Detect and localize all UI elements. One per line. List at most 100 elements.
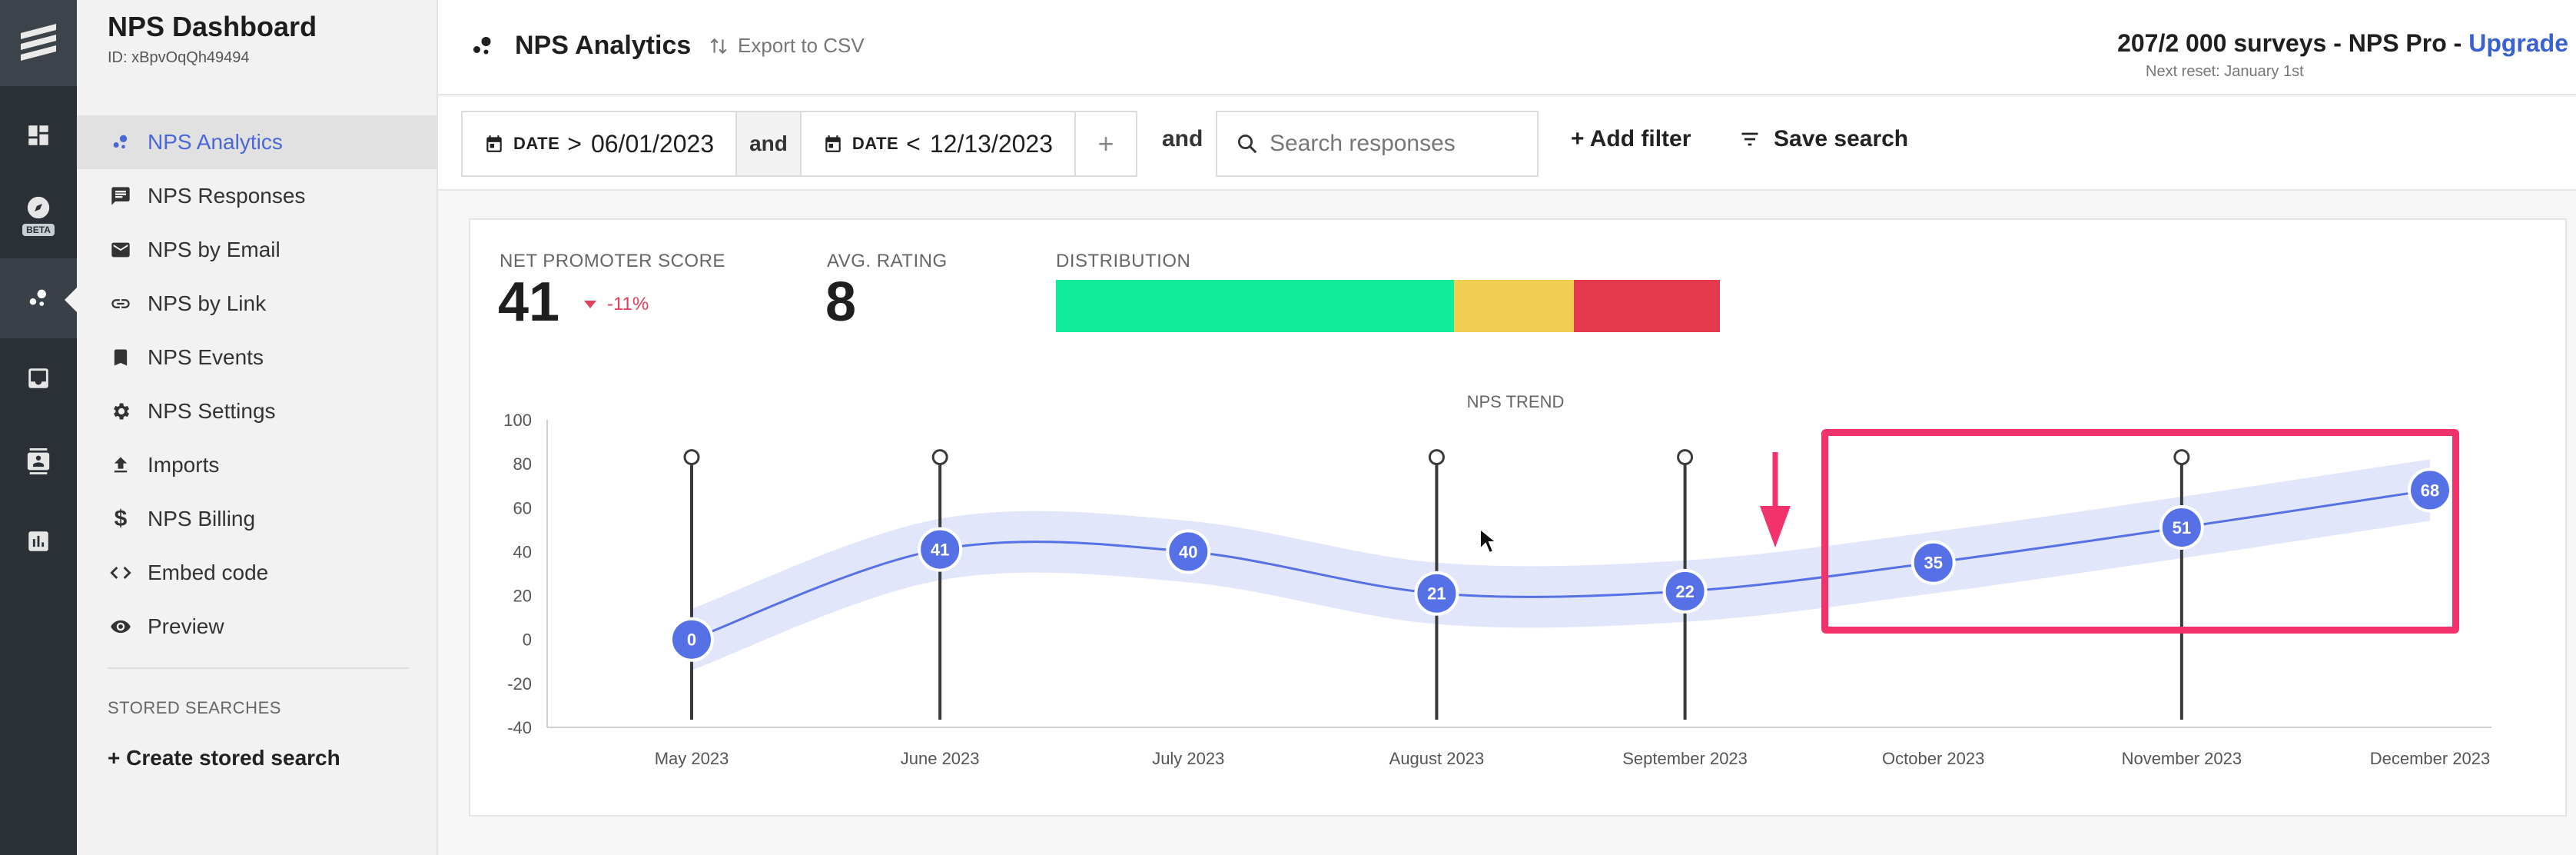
rail-contacts[interactable] xyxy=(0,421,77,501)
mouse-cursor-icon xyxy=(1479,527,1499,554)
down-triangle-icon xyxy=(584,301,596,308)
data-label: 0 xyxy=(687,630,696,650)
calendar-icon xyxy=(825,135,841,152)
page-header: NPS Analytics Export to CSV 207/2 000 su… xyxy=(438,0,2576,95)
usage-text: 207/2 000 surveys - NPS Pro - xyxy=(2117,29,2469,57)
sidebar-item-nps-settings[interactable]: NPS Settings xyxy=(77,384,437,438)
nps-dots-icon xyxy=(473,37,491,55)
sidebar-item-nps-analytics[interactable]: NPS Analytics xyxy=(77,115,437,169)
save-search-button[interactable]: Save search xyxy=(1737,126,1908,152)
date-label: DATE xyxy=(851,134,899,153)
confidence-band xyxy=(692,459,2430,670)
date-operator: < xyxy=(906,129,921,158)
distribution-bar xyxy=(1056,280,1720,332)
date-from-filter[interactable]: DATE > 06/01/2023 xyxy=(463,112,735,175)
upgrade-link[interactable]: Upgrade xyxy=(2468,29,2568,57)
date-label: DATE xyxy=(513,134,560,153)
sidebar-item-imports[interactable]: Imports xyxy=(77,438,437,492)
app-logo[interactable] xyxy=(0,0,77,86)
sidebar-item-label: NPS Responses xyxy=(148,184,306,208)
data-label: 68 xyxy=(2421,481,2439,500)
data-point xyxy=(1166,529,1211,574)
sidebar-item-preview[interactable]: Preview xyxy=(77,600,437,654)
search-input[interactable]: Search responses xyxy=(1270,131,1456,156)
sidebar-item-label: Preview xyxy=(148,614,224,638)
data-point xyxy=(669,617,714,662)
and-label: and xyxy=(1162,126,1203,151)
rail-inbox[interactable] xyxy=(0,338,77,418)
link-icon xyxy=(108,291,134,317)
inbox-icon xyxy=(28,368,48,388)
x-tick-label: August 2023 xyxy=(1389,749,1485,768)
bookmark-icon xyxy=(108,344,134,371)
sidebar-item-label: NPS Settings xyxy=(148,399,276,423)
sidebar-item-nps-billing[interactable]: $ NPS Billing xyxy=(77,492,437,546)
data-point xyxy=(918,527,963,572)
sidebar-item-nps-by-link[interactable]: NPS by Link xyxy=(77,277,437,331)
avg-rating-value: 8 xyxy=(825,271,857,333)
next-reset-text: Next reset: January 1st xyxy=(2146,63,2304,80)
contact-card-icon xyxy=(27,448,50,474)
export-label: Export to CSV xyxy=(738,34,865,57)
distribution-segment-1 xyxy=(1454,280,1574,332)
event-marker-circle xyxy=(1428,449,1445,466)
sidebar-title: NPS Dashboard xyxy=(108,11,317,42)
add-condition-button[interactable]: + xyxy=(1074,112,1136,175)
bar-chart-icon xyxy=(28,531,48,551)
date-to-filter[interactable]: DATE < 12/13/2023 xyxy=(802,112,1074,175)
rail-nps[interactable] xyxy=(0,258,77,338)
dollar-icon: $ xyxy=(114,506,128,531)
data-label: 22 xyxy=(1675,582,1694,601)
data-point xyxy=(2408,467,2452,513)
sidebar: NPS Dashboard ID: xBpvOqQh49494 NPS Anal… xyxy=(77,0,438,855)
x-tick-label: November 2023 xyxy=(2122,749,2242,768)
y-tick-label: 100 xyxy=(503,411,532,430)
nps-delta-value: -11% xyxy=(607,294,649,314)
event-marker-circle xyxy=(931,449,948,466)
add-filter-button[interactable]: + Add filter xyxy=(1571,126,1691,151)
y-tick-label: 0 xyxy=(523,630,532,650)
sidebar-item-nps-responses[interactable]: NPS Responses xyxy=(77,169,437,223)
analytics-icon xyxy=(108,129,134,155)
x-tick-label: December 2023 xyxy=(2370,749,2491,768)
rail-explore[interactable]: BETA xyxy=(0,175,77,255)
x-tick-label: July 2023 xyxy=(1152,749,1224,768)
email-icon xyxy=(108,237,134,263)
calendar-icon xyxy=(486,135,502,152)
save-search-label: Save search xyxy=(1774,126,1909,151)
nps-value: 41 xyxy=(498,271,560,333)
create-stored-search-button[interactable]: + Create stored search xyxy=(108,746,340,770)
data-label: 41 xyxy=(931,541,949,560)
x-tick-label: October 2023 xyxy=(1882,749,1984,768)
upload-icon xyxy=(108,452,134,478)
eye-icon xyxy=(108,614,134,640)
sidebar-item-label: NPS by Email xyxy=(148,238,281,261)
rail-dashboard[interactable] xyxy=(0,95,77,175)
sidebar-item-embed-code[interactable]: Embed code xyxy=(77,546,437,600)
rail-reports[interactable] xyxy=(0,501,77,581)
filter-lines-icon xyxy=(1741,132,1758,146)
date-filter-group: DATE > 06/01/2023 and DATE < 12/13/2023 … xyxy=(461,111,1137,177)
usage-summary: 207/2 000 surveys - NPS Pro - Upgrade xyxy=(2117,29,2568,58)
chart-title: NPS TREND xyxy=(1467,392,1565,411)
stored-searches-heading: STORED SEARCHES xyxy=(108,698,281,717)
distribution-segment-0 xyxy=(1056,280,1455,332)
dashboard-id: ID: xBpvOqQh49494 xyxy=(108,49,250,66)
x-tick-label: September 2023 xyxy=(1622,749,1748,768)
distribution-segment-2 xyxy=(1573,280,1720,332)
sidebar-item-label: NPS Analytics xyxy=(148,130,283,154)
search-box[interactable]: Search responses xyxy=(1216,111,1539,177)
data-label: 35 xyxy=(1924,554,1942,573)
sidebar-item-label: NPS Billing xyxy=(148,507,256,531)
export-csv-button[interactable]: Export to CSV xyxy=(709,34,865,58)
data-label: 40 xyxy=(1179,542,1197,561)
data-label: 51 xyxy=(2173,518,2191,537)
data-point xyxy=(1414,571,1459,616)
avg-rating-label: AVG. RATING xyxy=(827,251,948,271)
nps-delta: -11% xyxy=(584,294,649,315)
y-tick-label: -40 xyxy=(507,718,532,737)
sidebar-item-nps-events[interactable]: NPS Events xyxy=(77,331,437,384)
date-operator: > xyxy=(567,129,582,158)
sidebar-item-nps-by-email[interactable]: NPS by Email xyxy=(77,223,437,277)
gear-icon xyxy=(108,398,134,424)
